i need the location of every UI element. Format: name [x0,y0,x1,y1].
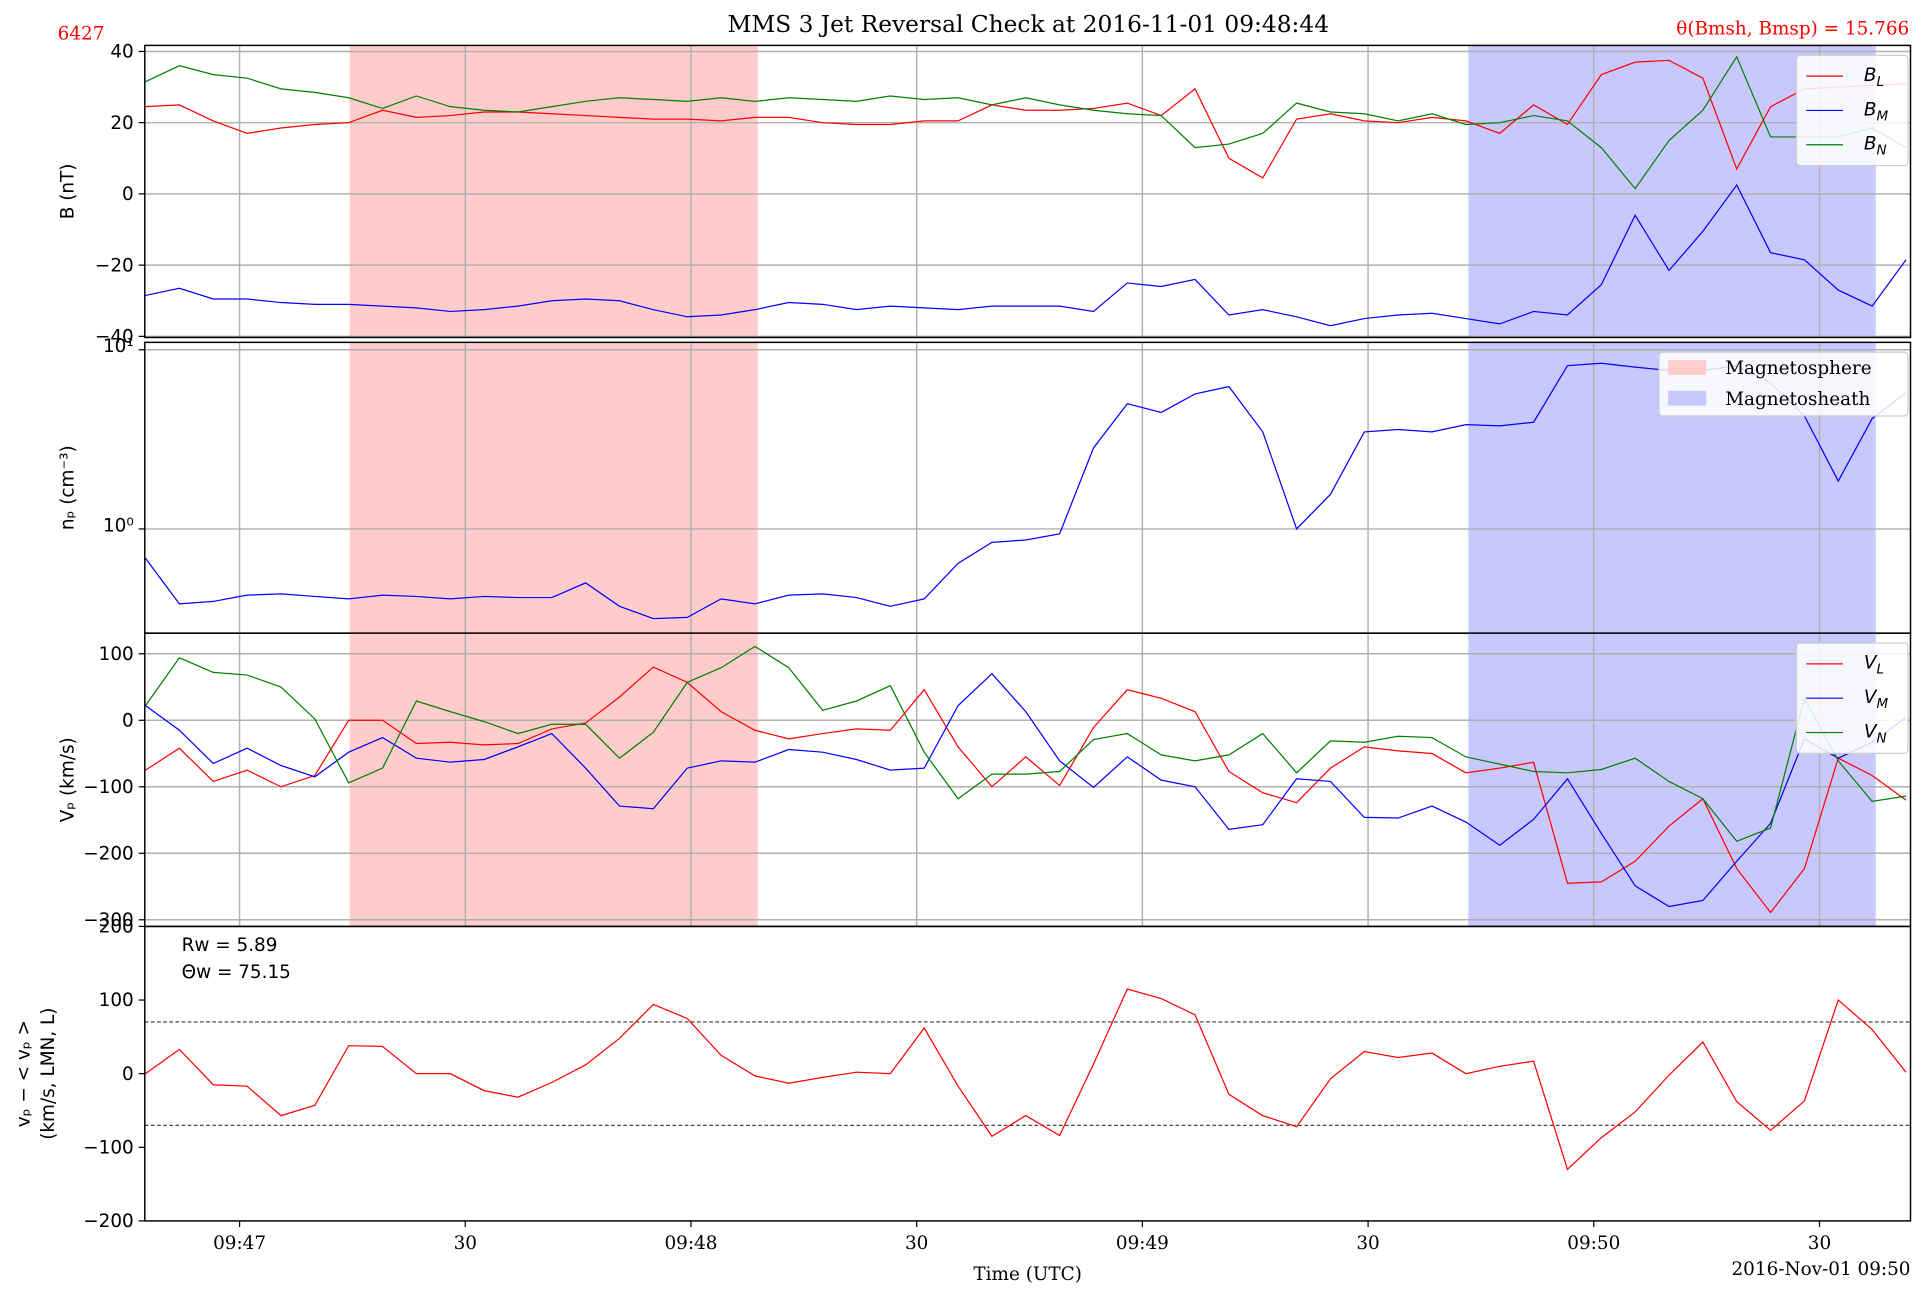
legend-box [1658,351,1909,417]
y-tick-label: −300 [83,910,134,931]
panel [144,633,1911,927]
data-line [145,988,1907,1171]
y-tick-label: 10⁰ [103,515,134,536]
y-tick-label: −100 [83,777,134,798]
legend-label: BL [1864,65,1884,90]
y-tick-label: 0 [122,710,134,731]
data-line [145,59,1907,179]
panel [144,988,1911,1171]
x-tick-label: 09:50 [1567,1233,1620,1254]
y-tick-label: −40 [95,327,134,348]
y-tick-label: 0 [122,184,134,205]
legend-box [1795,642,1909,755]
y-tick-label: 0 [122,1064,134,1085]
x-tick-label: 09:47 [213,1233,266,1254]
legend-swatch [1668,360,1707,375]
x-offset-label: 2016-Nov-01 09:50 [1731,1259,1910,1280]
panel-frame [144,44,1912,339]
angle-label: θ(Bmsh, Bmsp) = 15.766 [1676,18,1909,39]
x-tick-label: 30 [1356,1233,1379,1254]
y-tick-label: 20 [110,113,133,134]
y-axis-label: nₚ (cm⁻³) [58,445,79,530]
x-axis-label: Time (UTC) [973,1264,1082,1285]
data-line [145,672,1907,908]
x-tick-label: 30 [905,1233,928,1254]
legend-label: VL [1864,653,1884,678]
legend-label: Magnetosphere [1725,358,1871,379]
y-tick-label: 100 [99,990,134,1011]
y-axis-label: Vₚ (km/s) [58,737,79,822]
data-line [145,666,1907,914]
legend-label: BN [1864,134,1887,159]
y-tick-label: −20 [95,255,134,276]
panel [144,45,1911,338]
shaded-interval [349,45,758,338]
data-line [145,362,1907,620]
legend-label: BM [1864,99,1889,124]
panel [144,342,1911,634]
data-line [145,645,1907,843]
legend-label: VN [1864,721,1887,746]
y-tick-label: 40 [110,42,133,63]
run-label: 6427 [58,23,105,44]
legend-label: Magnetosheath [1725,389,1870,410]
y-tick-label: 10¹ [103,336,134,357]
data-line [145,55,1907,190]
chart-title: MMS 3 Jet Reversal Check at 2016-11-01 0… [728,11,1330,38]
legend-swatch [1668,390,1707,406]
y-tick-label: −100 [83,1137,134,1158]
y-axis-label: vₚ − < vₚ > [13,1020,34,1127]
y-tick-label: 100 [99,644,134,665]
x-tick-label: 30 [1808,1233,1831,1254]
x-tick-label: 09:48 [664,1233,717,1254]
legend-label: VM [1864,687,1889,712]
annotation: Rw = 5.89 [182,935,278,956]
x-tick-label: 30 [454,1233,477,1254]
data-line [145,183,1907,327]
panel-frame [144,925,1912,1222]
shaded-interval [349,342,758,634]
y-axis-label: (km/s, LMN, L) [38,1008,59,1140]
shaded-interval [349,633,758,927]
y-tick-label: −200 [83,1211,134,1232]
y-tick-label: −200 [83,843,134,864]
y-axis-label: B (nT) [58,164,79,220]
legend-box [1795,54,1909,167]
y-tick-label: 200 [99,917,134,938]
x-tick-label: 09:49 [1116,1233,1169,1254]
annotation: Θw = 75.15 [182,962,291,983]
